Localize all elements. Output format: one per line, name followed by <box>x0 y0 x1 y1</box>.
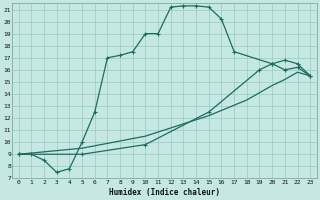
X-axis label: Humidex (Indice chaleur): Humidex (Indice chaleur) <box>109 188 220 197</box>
